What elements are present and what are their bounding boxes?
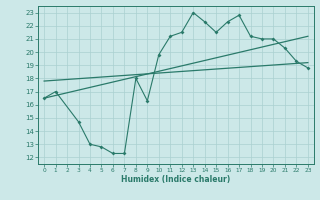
X-axis label: Humidex (Indice chaleur): Humidex (Indice chaleur) bbox=[121, 175, 231, 184]
